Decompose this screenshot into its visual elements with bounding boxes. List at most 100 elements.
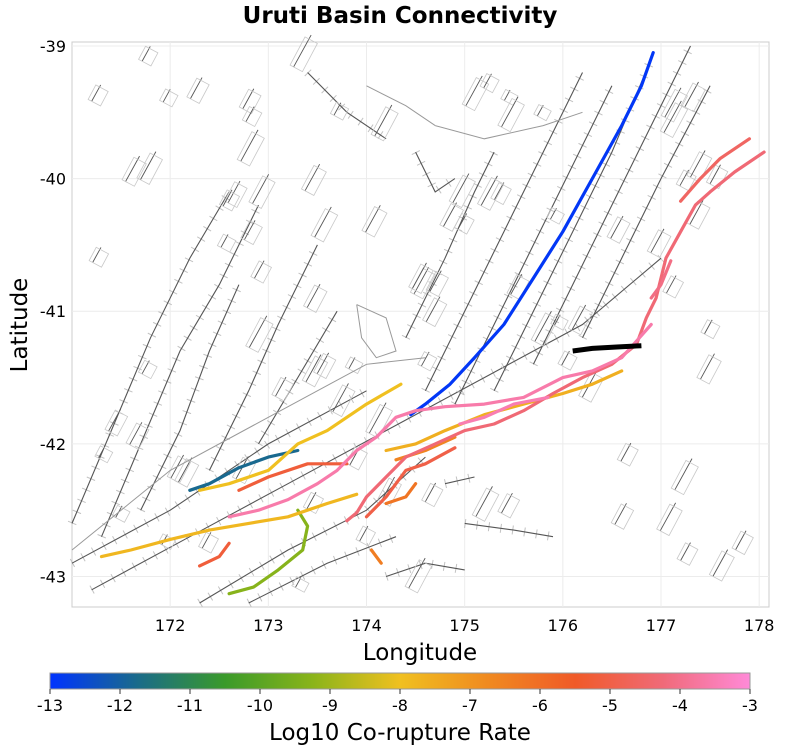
short-fault-trace (680, 542, 691, 561)
fault-rupture-box (271, 376, 294, 402)
fault-rupture-box (248, 175, 276, 209)
x-axis-label: Longitude (363, 640, 477, 666)
fault-rupture-box (104, 409, 129, 437)
fault-rupture-box (87, 84, 109, 107)
fault-rupture-box (670, 459, 699, 496)
co-rupture-trace[interactable] (384, 482, 418, 506)
short-fault-trace (674, 458, 693, 491)
y-tick-label: -39 (40, 37, 66, 56)
short-fault-trace (442, 202, 457, 227)
plot-area[interactable] (67, 34, 770, 608)
background-fault-trace (208, 244, 318, 471)
short-fault-trace (222, 189, 233, 207)
fault-rupture-box (610, 503, 635, 530)
fault-rupture-box (421, 482, 444, 508)
short-fault-trace (253, 260, 265, 279)
gridlines (72, 42, 769, 607)
co-rupture-trace[interactable] (345, 150, 766, 523)
colorbar-tick-label: -12 (107, 696, 133, 715)
x-tick-label: 176 (548, 616, 579, 635)
short-fault-trace (316, 352, 330, 375)
coastline (71, 85, 583, 551)
short-fault-trace (141, 360, 150, 375)
co-rupture-trace[interactable] (458, 395, 550, 426)
fault-rupture-box (476, 176, 505, 211)
co-rupture-trace[interactable] (369, 548, 383, 565)
co-rupture-trace[interactable] (99, 492, 359, 559)
short-fault-trace (98, 446, 106, 459)
co-rupture-trace[interactable] (227, 508, 310, 596)
short-fault-trace (424, 482, 437, 503)
colorbar-tick-label: -13 (37, 696, 63, 715)
short-fault-trace (125, 155, 140, 182)
fault-rupture-box (676, 542, 699, 566)
short-fault-trace (465, 75, 483, 107)
colorbar-tick-label: -8 (392, 696, 408, 715)
short-fault-trace (549, 208, 557, 220)
x-tick-label: 178 (744, 616, 775, 635)
co-rupture-traces (99, 51, 766, 596)
fault-rupture-box (94, 445, 114, 464)
co-rupture-trace[interactable] (227, 322, 653, 519)
fault-rupture-box (198, 531, 220, 554)
fault-rupture-box (125, 422, 150, 450)
short-fault-trace (457, 213, 468, 230)
short-fault-trace (483, 73, 492, 89)
short-fault-trace (712, 549, 729, 577)
short-fault-trace (610, 215, 624, 239)
fault-rupture-box (497, 97, 525, 133)
short-fault-trace (274, 376, 287, 397)
co-rupture-trace[interactable] (198, 382, 403, 492)
short-fault-trace (659, 502, 677, 532)
fault-rupture-box (557, 350, 578, 371)
background-fault-trace (258, 310, 338, 445)
fault-rupture-box (530, 312, 559, 347)
colorbar-ticks: -13 -12 -11 -10 -9 -8 -7 -6 -5 -4 -3 (37, 689, 758, 715)
co-rupture-trace[interactable] (679, 137, 751, 203)
short-fault-trace (571, 304, 587, 331)
uruti-basin-fault[interactable] (572, 343, 642, 354)
short-fault-trace (553, 314, 561, 326)
background-fault-trace (582, 85, 711, 339)
fault-rupture-box (240, 220, 263, 246)
fault-rupture-box (675, 169, 697, 192)
co-rupture-trace[interactable] (409, 51, 655, 417)
fault-rupture-box (310, 208, 339, 243)
fault-rupture-box (731, 530, 754, 556)
fault-rupture-box (236, 131, 265, 167)
colorbar-label: Log10 Co-rupture Rate (269, 720, 531, 746)
co-rupture-trace[interactable] (237, 462, 349, 492)
fault-rupture-box (404, 559, 433, 594)
background-fault-trace (71, 191, 230, 524)
short-fault-trace (534, 311, 552, 342)
fault-rupture-box (238, 88, 262, 115)
y-tick-label: -40 (40, 170, 66, 189)
fault-rupture-box (453, 212, 475, 235)
short-fault-trace (684, 81, 699, 108)
colorbar-tick-label: -9 (322, 696, 338, 715)
co-rupture-trace[interactable] (188, 448, 300, 492)
x-tick-label: 173 (253, 616, 284, 635)
y-axis-ticks: -39 -40 -41 -42 -43 (40, 37, 66, 587)
x-tick-label: 175 (449, 616, 480, 635)
fault-rupture-box (289, 36, 318, 73)
short-fault-trace (493, 182, 505, 201)
co-rupture-trace[interactable] (198, 541, 231, 568)
fault-rupture-box (250, 260, 273, 284)
fault-rupture-box (425, 270, 449, 298)
fault-rupture-box (186, 77, 210, 104)
x-axis-ticks: 172 173 174 175 176 177 178 (155, 616, 775, 635)
short-fault-trace (293, 34, 312, 68)
fault-rupture-box (344, 356, 364, 375)
fault-rupture-box (137, 359, 158, 380)
short-fault-trace (620, 442, 632, 462)
short-fault-trace (141, 46, 151, 62)
fault-rupture-box (686, 151, 713, 183)
short-fault-trace (689, 150, 706, 178)
y-tick-label: -43 (40, 567, 66, 586)
co-rupture-trace[interactable] (649, 259, 673, 300)
co-rupture-trace[interactable] (364, 446, 457, 519)
fault-rupture-box (329, 101, 350, 121)
y-tick-label: -42 (40, 435, 66, 454)
